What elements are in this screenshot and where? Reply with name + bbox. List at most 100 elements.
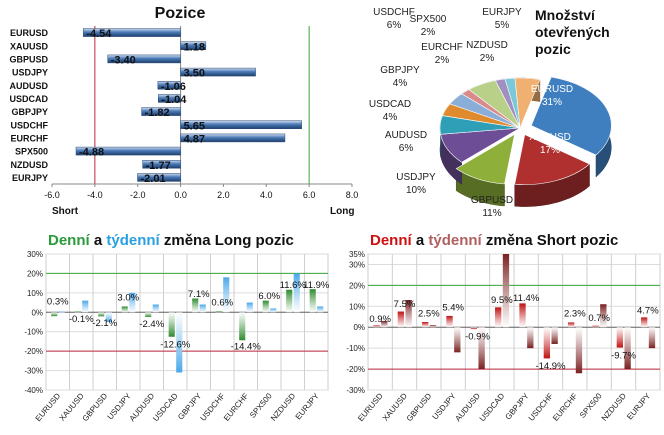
pozice-category-label: XAUUSD (10, 41, 49, 51)
long-data-label: 3.0% (117, 293, 139, 304)
short-title-rest: změna Short pozic (481, 232, 619, 249)
pozice-value-label: -1.06 (161, 81, 186, 93)
pozice-bar (83, 28, 181, 37)
long-y-tick-label: 0% (31, 308, 43, 317)
pozice-value-label: -1.04 (161, 94, 187, 106)
short-data-label: 2.3% (564, 309, 586, 320)
pie-slice-label: EURCHF (421, 42, 463, 53)
pie-slice (514, 77, 541, 129)
short-data-label: 7.5% (394, 299, 416, 310)
pozice-value-label: 3.50 (184, 68, 205, 80)
pozice-bar (137, 173, 181, 182)
pozice-category-label: USDCAD (9, 94, 48, 104)
pie-slice-percent: 6% (387, 20, 402, 31)
short-bar-daily (470, 327, 478, 330)
pozice-category-label: GBPUSD (9, 54, 48, 64)
long-data-label: -2.1% (92, 318, 117, 329)
short-category-label: EURJPY (625, 391, 653, 421)
short-change-chart: 35%30%20%10%0%-10%-20%-30%EURUSDXAUUSDGB… (346, 250, 661, 423)
short-change-title: Denní a týdenní změna Short pozic (370, 232, 618, 249)
pozice-category-label: SPX500 (15, 147, 48, 157)
pozice-category-label: USDJPY (12, 68, 48, 78)
short-bar-daily (397, 311, 405, 328)
long-category-label: GBPUSD (81, 391, 110, 423)
pozice-bar (75, 146, 181, 156)
short-y-tick-label: 0% (353, 323, 365, 332)
long-data-label: 6.0% (258, 291, 280, 302)
long-bar-weekly (58, 311, 65, 313)
pozice-x-tick-label: -2.0 (130, 190, 146, 200)
short-label: Short (52, 206, 79, 217)
pozice-title: Pozice (155, 5, 206, 22)
long-bar-weekly (129, 292, 136, 313)
short-bar-daily (568, 322, 575, 328)
pozice-bar (180, 133, 286, 143)
pozice-value-label: 5.65 (184, 120, 205, 132)
pozice-category-label: GBPJPY (11, 107, 48, 117)
short-title-daily: Denní (370, 232, 412, 249)
long-category-label: EURCHF (222, 391, 250, 422)
pozice-value-label: -3.40 (111, 54, 136, 66)
long-change-panel: Denní a týdenní změna Long pozic 30% 20% 1… (0, 228, 332, 435)
short-bar-daily (373, 325, 380, 328)
short-data-label: -14.9% (535, 361, 566, 372)
short-bar-weekly (551, 327, 558, 344)
long-bar-daily (51, 312, 58, 317)
short-bar-weekly (478, 327, 485, 370)
long-bar-daily (262, 300, 269, 313)
long-y-tick-label: -30% (24, 367, 43, 376)
short-bar-daily (422, 322, 429, 328)
pozice-chart: Pozice Short Long EURUSD -4.54 XAUUSD 1.18 G… (9, 5, 358, 217)
short-bar-weekly (405, 300, 412, 328)
long-bar-daily (239, 312, 246, 341)
long-bar-daily (121, 306, 128, 313)
short-data-label: 11.4% (513, 293, 540, 304)
short-data-label: 0.9% (369, 314, 391, 325)
short-bar-daily (641, 317, 648, 328)
long-title-weekly: týdenní (106, 232, 160, 249)
short-bar-daily (543, 327, 551, 359)
pozice-bar (180, 120, 302, 129)
short-bar-daily (519, 303, 526, 328)
long-bar-weekly (246, 302, 253, 313)
pie-slice-percent: 31% (542, 97, 562, 108)
pie-slice-label: EURUSD (531, 84, 573, 95)
long-data-label: -0.1% (69, 314, 94, 325)
long-change-title: Denní a týdenní změna Long pozic (48, 232, 294, 249)
pie-slice-label: XAUUSD (529, 132, 571, 143)
short-y-tick-label: 30% (349, 260, 365, 269)
long-bar-daily (192, 298, 199, 313)
long-bar-weekly (152, 304, 159, 313)
pozice-bar (107, 54, 181, 64)
pozice-x-tick-label: -6.0 (44, 190, 60, 200)
long-bar-daily (309, 289, 316, 313)
short-category-label: EURCHF (551, 391, 579, 422)
pie-slice-label: EURJPY (482, 7, 522, 18)
pie-slice-percent: 4% (383, 112, 398, 123)
short-category-label: NZDUSD (600, 391, 628, 422)
pie-panel: Množství otevřených pozic EURUSD 31% XAUUS… (362, 0, 664, 228)
long-y-tick-label: -20% (24, 347, 43, 356)
long-change-chart: 30%20%10%0%-10%-20%-30%-40%EURUSDXAUUSDG… (24, 250, 330, 423)
pozice-x-tick-label: 2.0 (217, 190, 230, 200)
pozice-category-label: EURCHF (11, 133, 49, 143)
pozice-value-label: -1.82 (145, 107, 170, 119)
long-category-label: NZDUSD (269, 391, 297, 422)
long-data-label: 0.3% (47, 297, 69, 308)
short-y-tick-label: 10% (349, 302, 365, 311)
short-data-label: 2.5% (418, 309, 440, 320)
pozice-value-label: -4.88 (79, 147, 104, 159)
short-y-tick-label: -30% (346, 386, 365, 395)
long-title-daily: Denní (48, 232, 90, 249)
pie-slice-label: GBPUSD (471, 195, 513, 206)
pozice-value-label: 1.18 (184, 41, 205, 53)
pozice-bar (157, 81, 181, 90)
pie-chart: Množství otevřených pozic EURUSD 31% XAUUS… (369, 7, 612, 219)
pozice-value-label: 4.87 (184, 133, 205, 145)
short-bar-weekly (429, 325, 437, 328)
pozice-panel: Pozice Short Long EURUSD -4.54 XAUUSD 1.18 G… (0, 0, 370, 228)
long-title-rest: změna Long pozic (159, 232, 294, 249)
short-data-label: -0.9% (465, 332, 490, 343)
short-title-and: a (411, 232, 429, 249)
long-bar-weekly (293, 273, 300, 313)
